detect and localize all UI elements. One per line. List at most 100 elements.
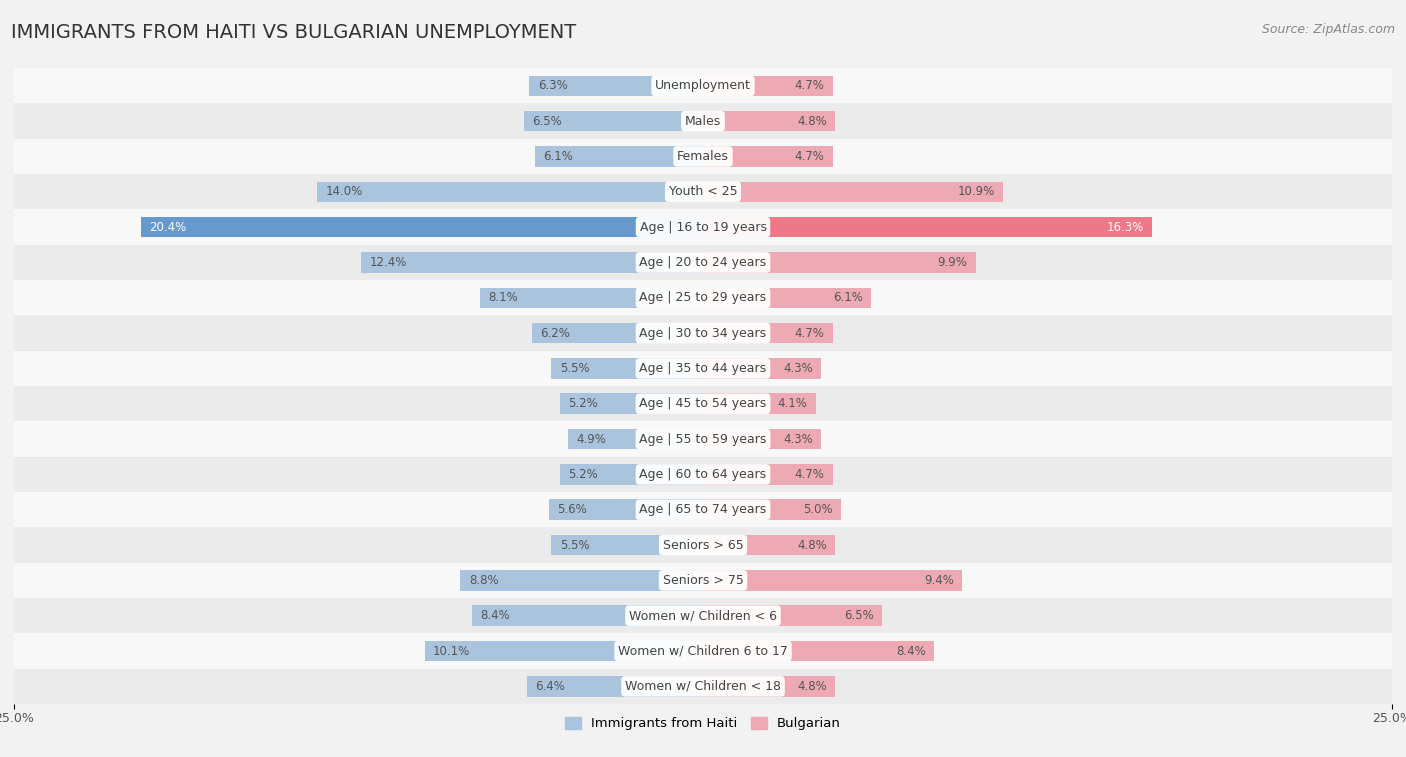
Bar [461,570,703,590]
Bar [14,316,1392,350]
Bar [425,640,703,662]
Text: 10.1%: 10.1% [433,644,470,658]
Text: Women w/ Children < 18: Women w/ Children < 18 [626,680,780,693]
Text: 4.7%: 4.7% [794,79,824,92]
Bar [703,534,835,556]
Bar [551,358,703,378]
Text: 5.2%: 5.2% [568,468,598,481]
Text: Males: Males [685,114,721,128]
Text: 5.5%: 5.5% [560,538,589,552]
Bar [560,464,703,484]
Text: 8.8%: 8.8% [468,574,498,587]
Text: 4.7%: 4.7% [794,326,824,340]
Bar [14,280,1392,316]
Text: 6.3%: 6.3% [537,79,568,92]
Bar [318,182,703,202]
Text: Females: Females [678,150,728,163]
Text: 5.2%: 5.2% [568,397,598,410]
Bar [568,428,703,450]
Text: 4.7%: 4.7% [794,468,824,481]
Bar [560,394,703,414]
Text: 4.8%: 4.8% [797,538,827,552]
Bar [14,456,1392,492]
Text: 9.4%: 9.4% [924,574,953,587]
Bar [14,422,1392,456]
Bar [471,606,703,626]
Text: 5.5%: 5.5% [560,362,589,375]
Bar [530,76,703,96]
Text: 14.0%: 14.0% [325,185,363,198]
Text: Age | 45 to 54 years: Age | 45 to 54 years [640,397,766,410]
Text: Age | 16 to 19 years: Age | 16 to 19 years [640,220,766,234]
Text: Seniors > 65: Seniors > 65 [662,538,744,552]
Bar [703,217,1152,238]
Bar [703,146,832,167]
Bar [14,386,1392,422]
Text: Age | 20 to 24 years: Age | 20 to 24 years [640,256,766,269]
Text: Youth < 25: Youth < 25 [669,185,737,198]
Bar [703,570,962,590]
Text: 4.8%: 4.8% [797,680,827,693]
Text: 4.3%: 4.3% [783,362,813,375]
Bar [703,428,821,450]
Bar [14,245,1392,280]
Bar [14,174,1392,210]
Bar [14,598,1392,634]
Bar [14,350,1392,386]
Bar [14,668,1392,704]
Text: 4.9%: 4.9% [576,432,606,446]
Text: 10.9%: 10.9% [957,185,995,198]
Text: 12.4%: 12.4% [370,256,406,269]
Bar [703,322,832,344]
Bar [703,76,832,96]
Bar [703,464,832,484]
Text: 6.4%: 6.4% [534,680,565,693]
Text: Age | 65 to 74 years: Age | 65 to 74 years [640,503,766,516]
Text: 8.1%: 8.1% [488,291,517,304]
Legend: Immigrants from Haiti, Bulgarian: Immigrants from Haiti, Bulgarian [560,712,846,736]
Bar [703,394,815,414]
Text: 16.3%: 16.3% [1107,220,1144,234]
Text: 5.0%: 5.0% [803,503,832,516]
Text: 4.7%: 4.7% [794,150,824,163]
Text: Unemployment: Unemployment [655,79,751,92]
Bar [14,562,1392,598]
Bar [14,139,1392,174]
Bar [703,640,935,662]
Bar [14,492,1392,528]
Bar [479,288,703,308]
Text: Source: ZipAtlas.com: Source: ZipAtlas.com [1261,23,1395,36]
Text: 6.5%: 6.5% [844,609,875,622]
Text: 9.9%: 9.9% [938,256,967,269]
Text: Age | 35 to 44 years: Age | 35 to 44 years [640,362,766,375]
Text: Age | 60 to 64 years: Age | 60 to 64 years [640,468,766,481]
Text: 6.1%: 6.1% [543,150,574,163]
Bar [14,528,1392,562]
Bar [141,217,703,238]
Text: 20.4%: 20.4% [149,220,187,234]
Text: 6.1%: 6.1% [832,291,863,304]
Text: 6.2%: 6.2% [540,326,571,340]
Text: 4.1%: 4.1% [778,397,807,410]
Text: Age | 30 to 34 years: Age | 30 to 34 years [640,326,766,340]
Text: 4.3%: 4.3% [783,432,813,446]
Bar [14,104,1392,139]
Bar [703,358,821,378]
Text: 6.5%: 6.5% [531,114,562,128]
Bar [703,676,835,696]
Bar [14,210,1392,245]
Bar [703,500,841,520]
Bar [703,111,835,132]
Text: 8.4%: 8.4% [479,609,509,622]
Text: Age | 25 to 29 years: Age | 25 to 29 years [640,291,766,304]
Bar [531,322,703,344]
Bar [14,68,1392,104]
Bar [551,534,703,556]
Bar [703,252,976,273]
Bar [703,182,1004,202]
Bar [703,606,882,626]
Bar [524,111,703,132]
Text: Seniors > 75: Seniors > 75 [662,574,744,587]
Bar [534,146,703,167]
Text: 8.4%: 8.4% [897,644,927,658]
